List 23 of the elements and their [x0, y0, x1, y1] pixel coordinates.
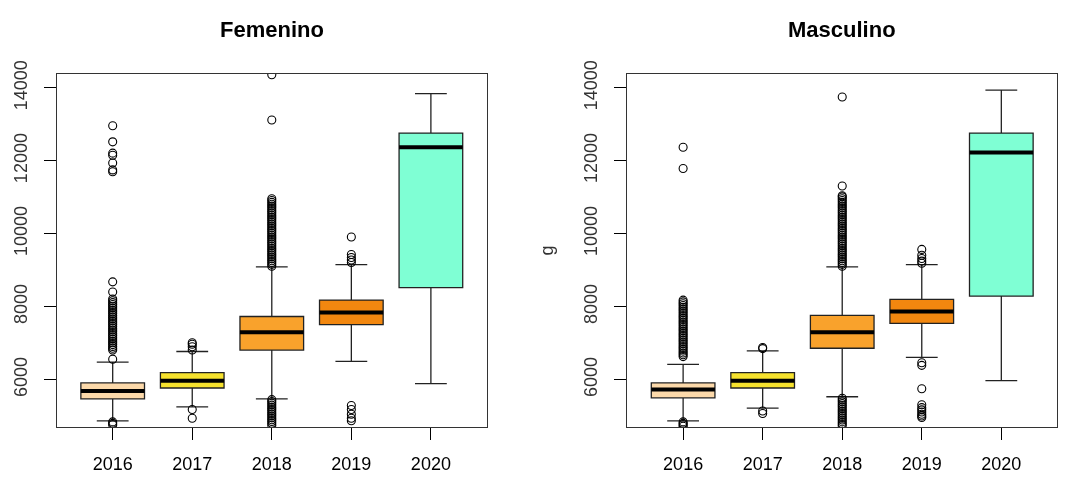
x-tick-label: 2017 [172, 453, 213, 474]
x-tick-label: 2018 [822, 453, 863, 474]
chart-title: Masculino [788, 17, 896, 42]
x-tick-label: 2019 [901, 453, 942, 474]
x-tick-label: 2016 [663, 453, 704, 474]
x-tick-label: 2016 [92, 453, 133, 474]
chart-title: Femenino [220, 17, 324, 42]
y-tick-label: 14000 [581, 60, 602, 111]
x-tick-label: 2020 [981, 453, 1022, 474]
x-tick-label: 2018 [251, 453, 292, 474]
y-tick-label: 10000 [581, 206, 602, 257]
y-axis-title: g [537, 245, 558, 256]
x-tick-label: 2019 [331, 453, 372, 474]
y-tick-label: 12000 [581, 133, 602, 184]
y-tick-label: 6000 [581, 356, 602, 397]
y-tick-label: 12000 [10, 133, 31, 184]
y-tick-label: 8000 [581, 283, 602, 324]
y-tick-label: 8000 [10, 283, 31, 324]
y-tick-label: 14000 [10, 60, 31, 111]
x-tick-label: 2020 [410, 453, 451, 474]
y-tick-label: 10000 [10, 206, 31, 257]
x-tick-label: 2017 [742, 453, 783, 474]
y-tick-label: 6000 [10, 356, 31, 397]
